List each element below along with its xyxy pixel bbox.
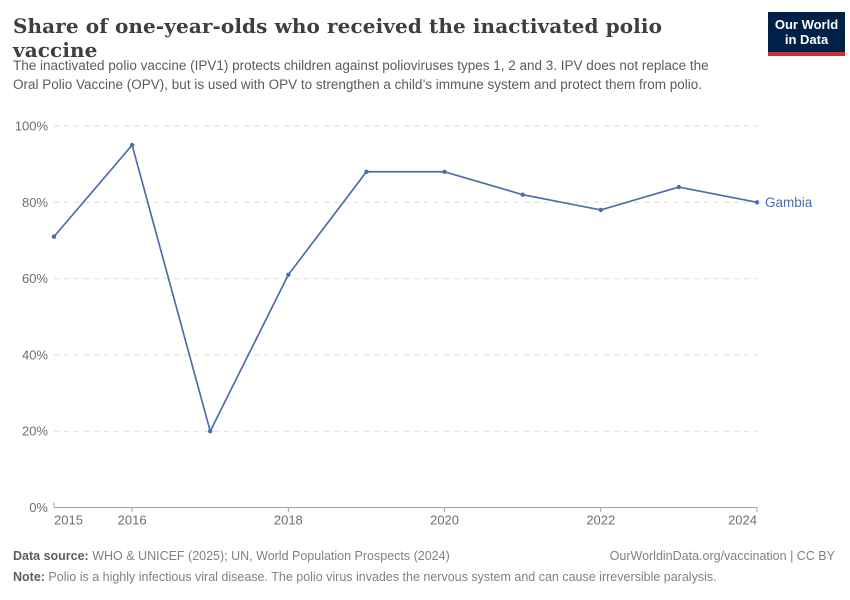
data-point[interactable] (598, 207, 603, 213)
owid-logo[interactable]: Our World in Data (768, 12, 845, 56)
y-tick-label: 20% (22, 424, 48, 439)
note-text: Polio is a highly infectious viral disea… (44, 570, 717, 585)
data-point[interactable] (286, 272, 291, 277)
x-tick-label: 2016 (118, 513, 147, 528)
x-tick-label: 2018 (274, 513, 303, 528)
y-tick-label: 100% (15, 119, 49, 134)
data-point[interactable] (676, 184, 682, 190)
data-source-label: Data source: (13, 549, 89, 563)
data-point[interactable] (442, 169, 447, 174)
data-point[interactable] (364, 169, 369, 174)
data-point[interactable] (520, 192, 525, 197)
note-label: Note: (13, 570, 45, 585)
series-line[interactable] (53, 144, 758, 433)
y-tick-label: 0% (29, 500, 48, 515)
x-tick-label: 2022 (586, 513, 615, 528)
chart-footer: Data source: WHO & UNICEF (2025); UN, Wo… (13, 546, 835, 589)
y-tick-label: 40% (22, 347, 48, 362)
owid-logo-line1: Our World (774, 17, 839, 32)
x-tick-label: 2015 (54, 513, 83, 528)
series-end-label[interactable]: Gambia (765, 195, 813, 210)
data-source-text: WHO & UNICEF (2025); UN, World Populatio… (88, 549, 450, 563)
data-point[interactable] (754, 200, 760, 205)
x-tick-label: 2024 (728, 513, 757, 528)
y-tick-label: 80% (22, 195, 48, 210)
page-title: Share of one-year-olds who received the … (13, 14, 663, 62)
data-source: Data source: WHO & UNICEF (2025); UN, Wo… (13, 546, 450, 567)
note: Note: Polio is a highly infectious viral… (13, 570, 717, 584)
chart-subtitle: The inactivated polio vaccine (IPV1) pro… (13, 58, 709, 93)
data-point[interactable] (129, 142, 135, 148)
data-point[interactable] (208, 429, 213, 434)
x-tick-label: 2020 (430, 513, 459, 528)
y-tick-label: 60% (22, 271, 48, 286)
data-point[interactable] (51, 234, 57, 239)
attribution-link[interactable]: OurWorldinData.org/vaccination | CC BY (609, 549, 835, 563)
owid-logo-line2: in Data (784, 32, 829, 48)
